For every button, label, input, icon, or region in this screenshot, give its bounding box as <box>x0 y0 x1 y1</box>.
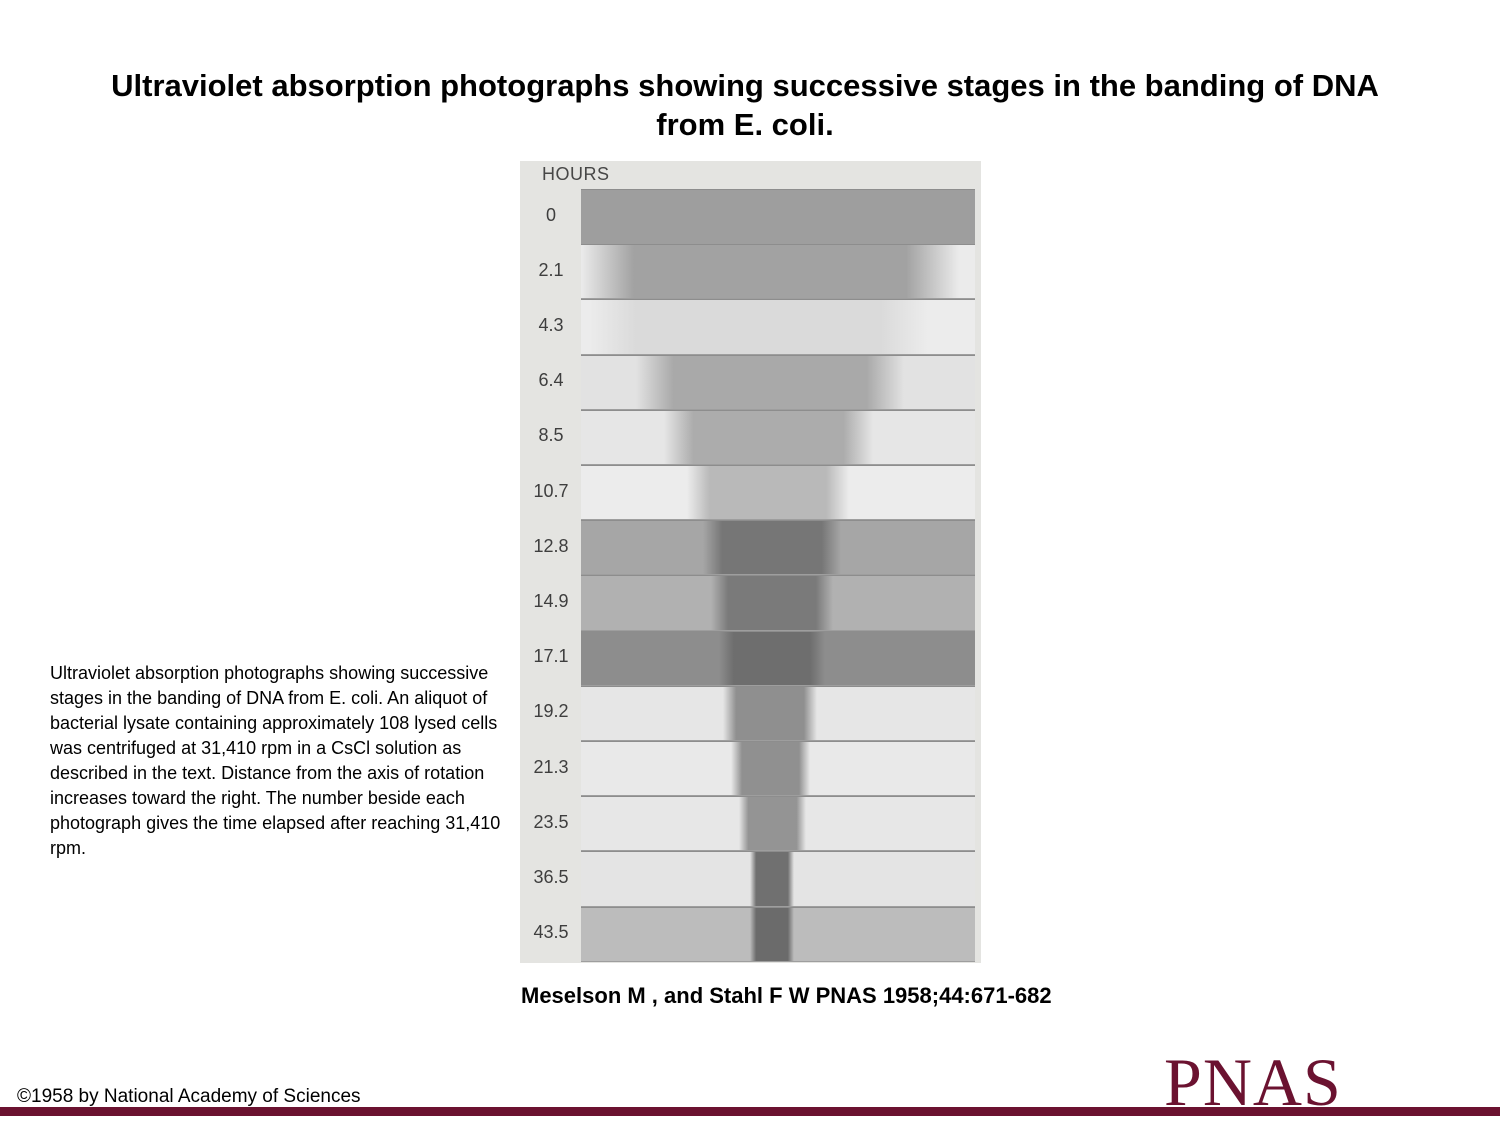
dna-band <box>711 576 834 630</box>
strip-row: 14.9 <box>520 575 981 631</box>
dna-band <box>663 410 873 464</box>
strip-row: 10.7 <box>520 465 981 521</box>
absorption-strip <box>581 465 975 521</box>
absorption-strip <box>581 906 975 962</box>
strip-row: 0 <box>520 189 981 245</box>
dna-band <box>636 355 905 409</box>
citation: Meselson M , and Stahl F W PNAS 1958;44:… <box>521 983 1052 1008</box>
dna-band <box>730 742 810 796</box>
strip-row: 21.3 <box>520 741 981 797</box>
dna-band <box>588 300 928 354</box>
pnas-logo: PNAS <box>1164 1044 1342 1120</box>
strip-row: 43.5 <box>520 906 981 962</box>
hour-label: 0 <box>545 204 556 225</box>
strip-row: 6.4 <box>520 354 981 410</box>
hour-label: 10.7 <box>533 480 569 501</box>
absorption-strip <box>581 520 975 576</box>
absorption-strip <box>581 741 975 797</box>
hours-column-header: HOURS <box>542 164 610 184</box>
absorption-strip <box>581 244 975 300</box>
strip-row: 4.3 <box>520 299 981 355</box>
hour-label: 8.5 <box>538 425 564 446</box>
dna-band <box>718 631 826 685</box>
dna-band <box>722 686 818 740</box>
hour-label: 43.5 <box>533 922 569 943</box>
hour-label: 4.3 <box>538 314 564 335</box>
strip-row: 17.1 <box>520 630 981 686</box>
copyright-notice: ©1958 by National Academy of Sciences <box>17 1086 361 1107</box>
absorption-strip <box>581 630 975 686</box>
absorption-strip <box>581 299 975 355</box>
strip-row: 23.5 <box>520 796 981 852</box>
absorption-strip <box>581 189 975 245</box>
absorption-strip <box>581 354 975 410</box>
hour-label: 19.2 <box>533 701 569 722</box>
dna-band <box>750 852 794 906</box>
dna-band <box>738 797 806 851</box>
strip-row: 2.1 <box>520 244 981 300</box>
hour-label: 17.1 <box>533 646 569 667</box>
strip-row: 36.5 <box>520 851 981 907</box>
hour-label: 2.1 <box>538 259 564 280</box>
dna-band <box>581 245 960 299</box>
dna-band <box>581 190 975 244</box>
dna-band <box>703 521 842 575</box>
hour-label: 36.5 <box>533 866 569 887</box>
hour-label: 23.5 <box>533 811 569 832</box>
dna-band <box>687 466 849 520</box>
footer-bar <box>0 1107 1500 1116</box>
strip-row: 12.8 <box>520 520 981 576</box>
absorption-strip <box>581 409 975 465</box>
hour-label: 21.3 <box>533 756 569 777</box>
absorption-strip <box>581 796 975 852</box>
strip-row: 19.2 <box>520 685 981 741</box>
dna-band <box>750 907 794 961</box>
hour-label: 14.9 <box>533 590 569 611</box>
slide-title: Ultraviolet absorption photographs showi… <box>111 68 1379 142</box>
absorption-strip <box>581 685 975 741</box>
uv-absorption-figure: HOURS 0 2.1 4.3 6.4 8.5 10.7 12.8 14.9 17.1 19.2 2… <box>520 161 981 963</box>
hour-label: 6.4 <box>538 370 564 391</box>
strip-row: 8.5 <box>520 409 981 465</box>
figure-caption: Ultraviolet absorption photographs showi… <box>50 663 501 858</box>
hour-label: 12.8 <box>533 535 569 556</box>
absorption-strip <box>581 851 975 907</box>
absorption-strip <box>581 575 975 631</box>
